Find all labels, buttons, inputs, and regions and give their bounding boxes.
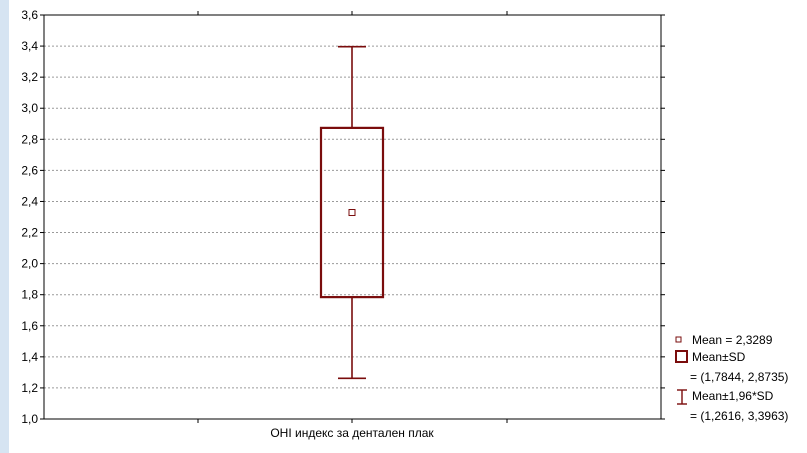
y-tick-label: 3,4: [21, 39, 38, 53]
y-axis: 1,0 1,2 1,4 1,6 1,8 2,0 2,2 2,4 2,6 2,8 3,0 3,2 3,4 3…: [21, 8, 665, 426]
y-tick-label: 2,0: [21, 257, 38, 271]
left-band: [0, 0, 9, 453]
legend-ci-range: = (1,2616, 3,3963): [690, 409, 788, 423]
legend-ci-label: Mean±1,96*SD: [692, 389, 774, 403]
y-tick-label: 3,0: [21, 101, 38, 115]
legend-sd-marker: [675, 350, 688, 363]
legend-sd-label: Mean±SD: [692, 350, 746, 364]
legend-sd-range: = (1,7844, 2,8735): [690, 370, 788, 384]
sd-box: [319, 126, 385, 299]
y-tick-label: 2,6: [21, 163, 38, 177]
y-tick-label: 1,6: [21, 319, 38, 333]
y-tick-label: 1,2: [21, 381, 38, 395]
x-axis-ticks: [197, 11, 508, 423]
y-tick-label: 3,2: [21, 70, 38, 84]
y-tick-label: 1,0: [21, 412, 38, 426]
y-tick-label: 1,8: [21, 288, 38, 302]
y-tick-label: 2,4: [21, 194, 38, 208]
y-tick-label: 2,2: [21, 226, 38, 240]
y-tick-label: 2,8: [21, 132, 38, 146]
y-tick-label: 3,6: [21, 8, 38, 22]
legend: Mean = 2,3289 Mean±SD = (1,7844, 2,8735)…: [675, 333, 788, 423]
mean-marker: [348, 209, 356, 217]
legend-mean-label: Mean = 2,3289: [692, 333, 773, 347]
legend-mean-marker: [675, 336, 682, 343]
y-tick-label: 1,4: [21, 350, 38, 364]
box-plot: [319, 45, 385, 380]
x-axis-label: ОНІ индекс за дентален плак: [270, 426, 434, 440]
